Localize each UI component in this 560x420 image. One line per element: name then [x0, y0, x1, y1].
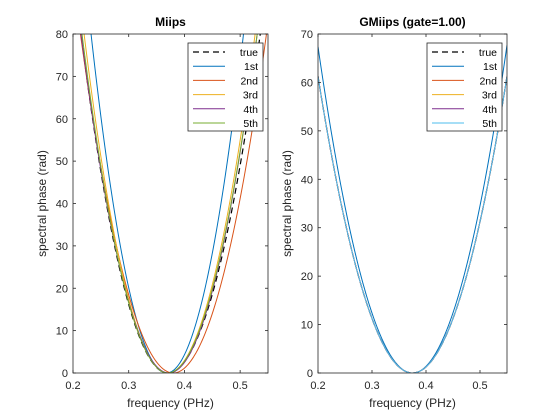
chart2-xlabel: frequency (PHz) — [369, 396, 456, 410]
chart2-ytick-label: 0 — [307, 368, 313, 380]
chart2-ytick-label: 10 — [301, 320, 313, 332]
chart1-ytick-label: 70 — [56, 71, 68, 83]
chart2-ytick-label: 40 — [301, 174, 313, 186]
chart1-xtick-label: 0.5 — [232, 380, 247, 392]
chart2-title: GMiips (gate=1.00) — [359, 15, 465, 29]
chart1-xtick-label: 0.4 — [177, 380, 192, 392]
chart2-xtick-label: 0.3 — [364, 380, 379, 392]
chart2-legend: true 1st 2nd 3rd 4th 5th — [426, 42, 503, 132]
chart2-legend-label-1st: 1st — [483, 61, 497, 73]
chart2-ytick-label: 20 — [301, 271, 313, 283]
chart2-series-1st — [318, 45, 507, 373]
chart1-ytick-label: 60 — [56, 114, 68, 126]
chart2-ylabel: spectral phase (rad) — [280, 150, 294, 257]
chart2-legend-label-true: true — [479, 47, 497, 59]
chart1-legend-box — [187, 42, 264, 132]
chart1-legend-label-2nd: 2nd — [240, 75, 258, 87]
chart2-ytick-label: 70 — [301, 29, 313, 41]
chart2-legend-box — [426, 42, 503, 132]
chart2-series-5th — [318, 76, 507, 373]
chart1-ytick-label: 20 — [56, 283, 68, 295]
chart1-title: Miips — [155, 15, 186, 29]
chart2-ytick-label: 30 — [301, 223, 313, 235]
chart1-ytick-label: 10 — [56, 326, 68, 338]
chart2-legend-label-2nd: 2nd — [479, 75, 497, 87]
chart1-xtick-label: 0.3 — [121, 380, 136, 392]
chart2-series-group — [318, 45, 507, 373]
chart2-legend-label-3rd: 3rd — [482, 90, 497, 102]
chart2-legend-label-5th: 5th — [482, 118, 497, 130]
chart1-xtick-label: 0.2 — [65, 380, 80, 392]
chart2-axes-box — [317, 33, 508, 374]
chart2-xtick-label: 0.4 — [418, 380, 433, 392]
chart2-legend-label-4th: 4th — [482, 104, 497, 116]
chart2-panel: 0.2 0.3 0.4 0.5 0 10 20 30 40 50 60 70 GMiips (gate=… — [280, 15, 508, 410]
chart2-ytick-label: 50 — [301, 126, 313, 138]
chart1-legend-label-1st: 1st — [244, 61, 258, 73]
chart1-legend: true 1st 2nd 3rd 4th 5th — [187, 42, 264, 132]
chart1-legend-label-true: true — [240, 47, 258, 59]
chart1-ytick-label: 30 — [56, 241, 68, 253]
chart2-ytick-label: 60 — [301, 77, 313, 89]
chart1-ytick-label: 80 — [56, 29, 68, 41]
chart1-xlabel: frequency (PHz) — [127, 396, 214, 410]
chart1-legend-label-4th: 4th — [243, 104, 258, 116]
chart1-ytick-label: 50 — [56, 156, 68, 168]
chart1-ytick-label: 0 — [62, 368, 68, 380]
chart1-legend-label-5th: 5th — [243, 118, 258, 130]
chart1-legend-label-3rd: 3rd — [243, 90, 258, 102]
chart1-ylabel: spectral phase (rad) — [35, 150, 49, 257]
chart2-xtick-label: 0.2 — [310, 380, 325, 392]
chart2-xtick-label: 0.5 — [472, 380, 487, 392]
chart1-panel: 0.2 0.3 0.4 0.5 0 10 20 30 40 50 60 70 80 Miips freque… — [35, 15, 269, 410]
chart1-ytick-label: 40 — [56, 199, 68, 211]
